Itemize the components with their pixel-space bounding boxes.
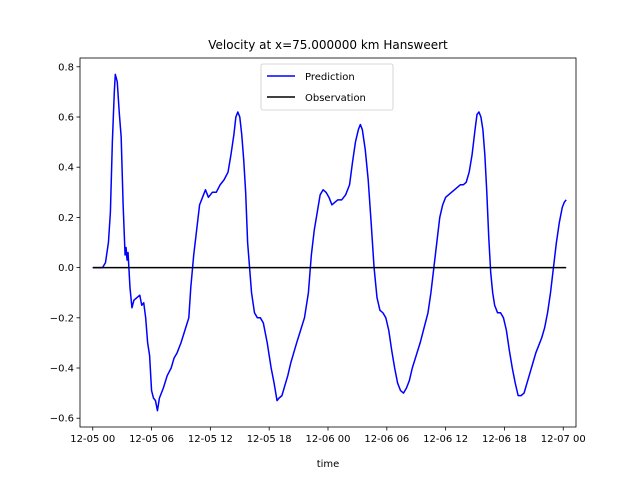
x-tick-label: 12-05 18 (247, 434, 292, 445)
x-tick-label: 12-05 00 (70, 434, 115, 445)
x-tick-label: 12-06 12 (423, 434, 468, 445)
x-tick-label: 12-07 00 (541, 434, 586, 445)
x-tick-label: 12-06 18 (482, 434, 527, 445)
chart-title: Velocity at x=75.000000 km Hansweert (208, 38, 448, 52)
y-tick-label: 0.0 (58, 263, 74, 274)
plot-area: 12-05 00 12-05 06 12-05 12 12-05 18 12-06 00… (50, 57, 586, 445)
y-tick-label: 0.2 (58, 213, 74, 224)
x-tick-label: 12-05 12 (188, 434, 233, 445)
x-tick-label: 12-06 06 (364, 434, 409, 445)
legend-label-observation: Observation (305, 93, 366, 104)
series-line-prediction (92, 73, 567, 412)
x-axis-label: time (317, 459, 340, 470)
y-tick-label: −0.6 (50, 414, 74, 425)
y-tick-label: 0.4 (58, 163, 74, 174)
y-tick-label: 0.8 (58, 62, 74, 73)
legend-label-prediction: Prediction (305, 72, 355, 83)
y-tick-label: −0.2 (50, 313, 74, 324)
y-tick-label: −0.4 (50, 364, 74, 375)
y-tick-label: 0.6 (58, 112, 74, 123)
x-tick-label: 12-05 06 (129, 434, 174, 445)
x-tick-label: 12-06 00 (306, 434, 351, 445)
